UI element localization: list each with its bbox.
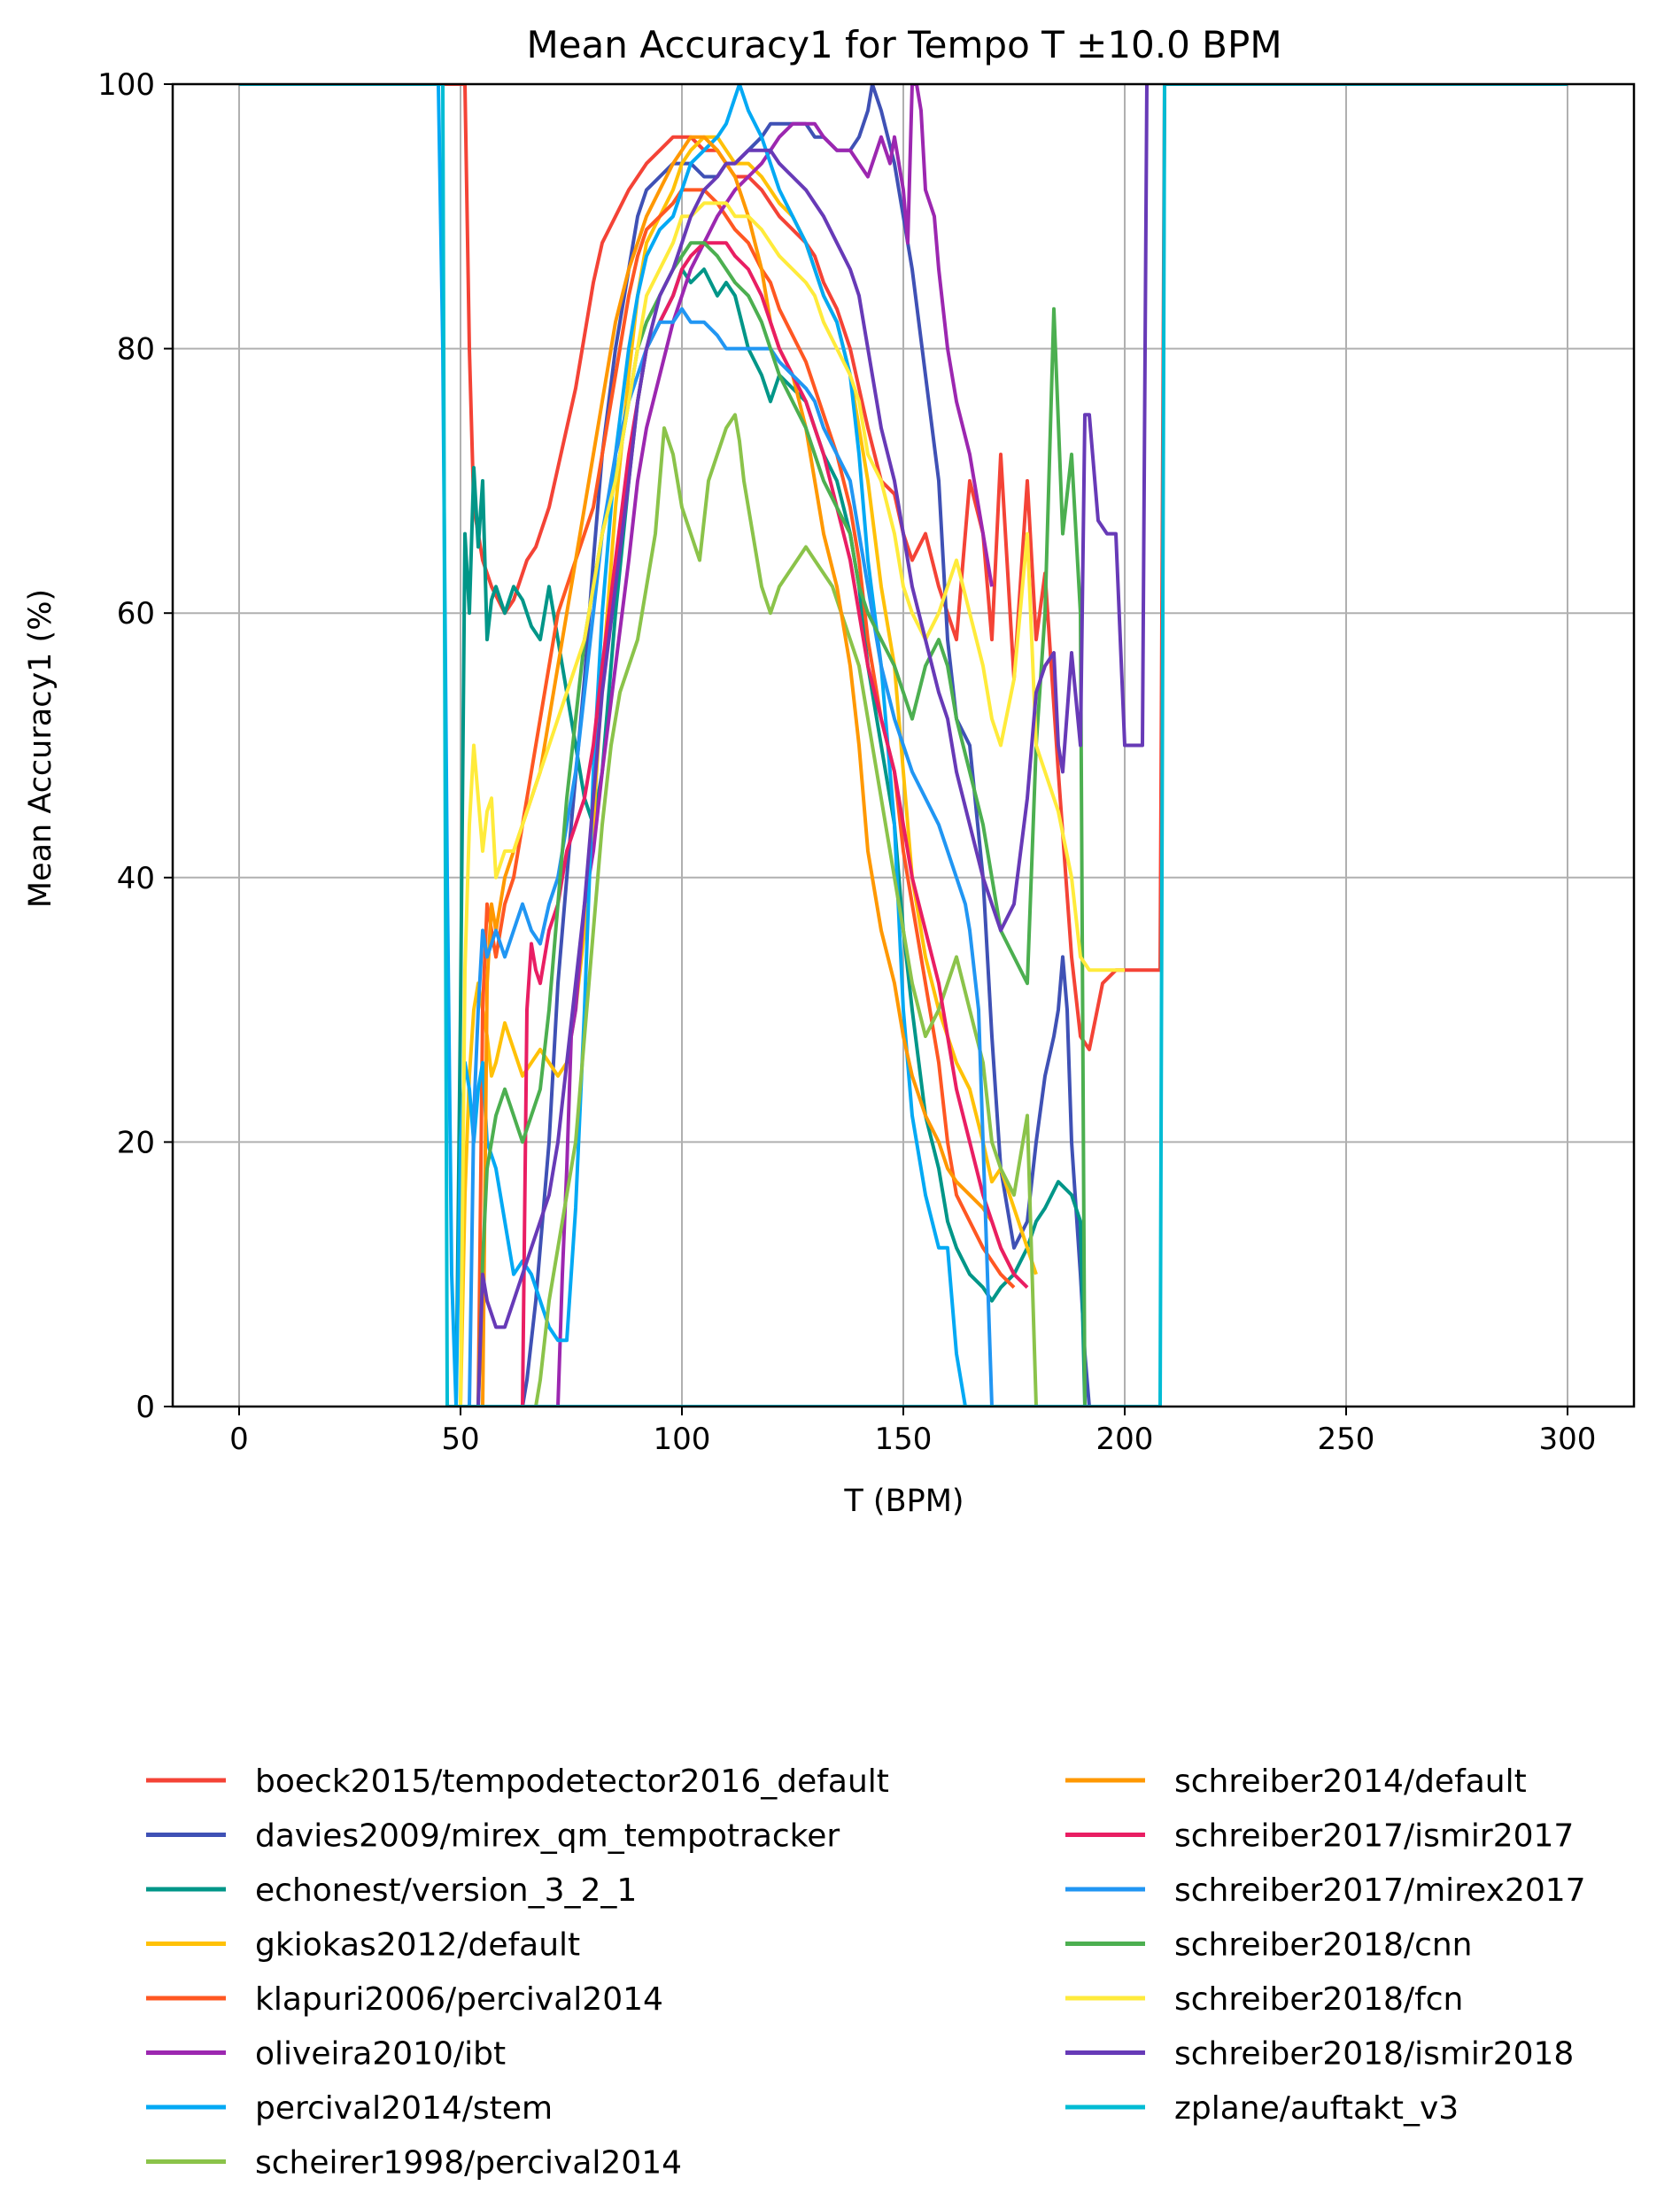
y-tick-label: 100 bbox=[97, 67, 155, 103]
y-tick-label: 20 bbox=[117, 1125, 155, 1160]
series-line bbox=[476, 84, 1149, 1407]
y-axis-label: Mean Accuracy1 (%) bbox=[23, 589, 58, 908]
series-line bbox=[468, 306, 994, 1407]
series-line bbox=[459, 201, 1125, 1407]
x-axis-label: T (BPM) bbox=[843, 1484, 964, 1519]
y-tick-label: 60 bbox=[117, 596, 155, 632]
y-tick-label: 0 bbox=[135, 1390, 155, 1425]
chart-title: Mean Accuracy1 for Tempo T ±10.0 BPM bbox=[526, 23, 1281, 66]
legend-label: schreiber2014/default bbox=[1174, 1763, 1527, 1800]
legend-label: davies2009/mirex_qm_tempotracker bbox=[255, 1818, 840, 1855]
legend-label: schreiber2018/ismir2018 bbox=[1174, 2036, 1574, 2073]
series-line bbox=[521, 241, 1029, 1407]
series-line bbox=[556, 84, 994, 1407]
y-tick-label: 80 bbox=[117, 332, 155, 368]
series-line bbox=[534, 413, 1038, 1407]
legend-label: boeck2015/tempodetector2016_default bbox=[255, 1763, 889, 1800]
legend-label: oliveira2010/ibt bbox=[255, 2036, 506, 2073]
series-line bbox=[454, 267, 1087, 1407]
legend-label: schreiber2017/mirex2017 bbox=[1174, 1872, 1586, 1909]
axis-ticks: 0 50 100 150 200 250 300 0 20 40 60 80 100 bbox=[97, 67, 1596, 1457]
series-line bbox=[459, 135, 1038, 1407]
legend-label: schreiber2018/fcn bbox=[1174, 1981, 1463, 2018]
x-tick-label: 0 bbox=[229, 1422, 249, 1457]
legend-label: klapuri2006/percival2014 bbox=[255, 1981, 663, 2018]
legend-label: percival2014/stem bbox=[255, 2090, 553, 2127]
y-tick-label: 40 bbox=[117, 861, 155, 896]
x-tick-label: 250 bbox=[1318, 1422, 1375, 1457]
legend-label: zplane/auftakt_v3 bbox=[1174, 2090, 1459, 2127]
x-tick-label: 150 bbox=[875, 1422, 933, 1457]
x-tick-label: 200 bbox=[1096, 1422, 1154, 1457]
legend-label: scheirer1998/percival2014 bbox=[255, 2145, 682, 2182]
legend-label: echonest/version_3_2_1 bbox=[255, 1872, 637, 1909]
legend-label: gkiokas2012/default bbox=[255, 1927, 580, 1964]
legend-label: schreiber2017/ismir2017 bbox=[1174, 1818, 1574, 1855]
x-tick-label: 50 bbox=[441, 1422, 479, 1457]
series-line bbox=[476, 241, 1087, 1407]
x-tick-label: 100 bbox=[654, 1422, 711, 1457]
legend-label: schreiber2018/cnn bbox=[1174, 1927, 1473, 1964]
series-group bbox=[239, 84, 1568, 1407]
legend: boeck2015/tempodetector2016_defaultdavie… bbox=[146, 1763, 1586, 2182]
x-tick-label: 300 bbox=[1539, 1422, 1597, 1457]
